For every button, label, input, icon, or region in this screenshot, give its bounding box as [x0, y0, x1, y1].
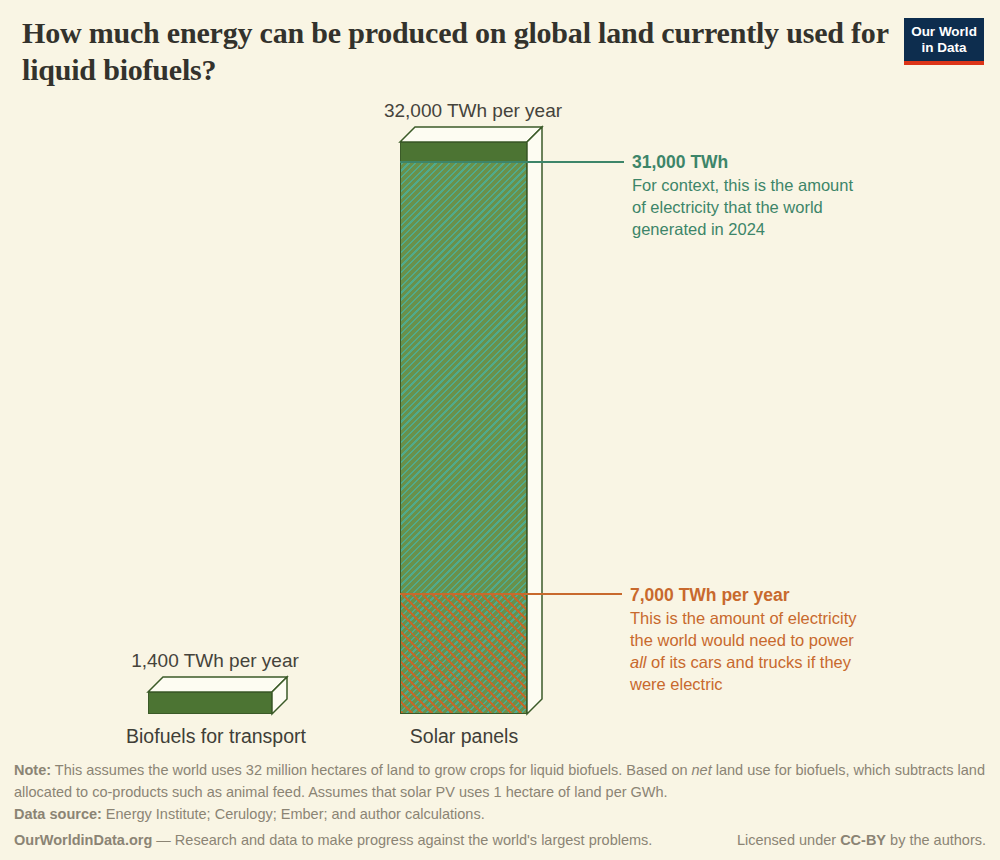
site-tagline: — Research and data to make progress aga… — [152, 832, 652, 848]
note-label: Note: — [14, 762, 51, 778]
solar-category-label: Solar panels — [334, 725, 594, 748]
license-pre: Licensed under — [737, 832, 840, 848]
annotation-cars-value: 7,000 TWh per year — [630, 584, 857, 606]
footer-attribution: OurWorldinData.org — Research and data t… — [14, 830, 986, 852]
reference-line-7000 — [400, 593, 622, 595]
license-post: by the authors. — [886, 832, 986, 848]
biofuels-bar — [148, 692, 272, 714]
footer-left: OurWorldinData.org — Research and data t… — [14, 830, 652, 852]
annotation-electricity-line3: generated in 2024 — [632, 218, 853, 240]
solar-bar-cap-segment — [401, 143, 526, 163]
annotation-cars-line3-rest: of its cars and trucks if they — [647, 653, 852, 671]
data-source-line: Data source: Energy Institute; Cerulogy;… — [14, 804, 986, 826]
note-italic: net — [692, 762, 712, 778]
data-source-text: Energy Institute; Cerulogy; Ember; and a… — [102, 806, 485, 822]
reference-line-31000 — [400, 161, 624, 163]
annotation-electricity-line2: of electricity that the world — [632, 196, 853, 218]
note-text-1: This assumes the world uses 32 million h… — [51, 762, 691, 778]
annotation-cars-line1: This is the amount of electricity — [630, 607, 857, 629]
annotation-cars-line3-italic: all — [630, 653, 647, 671]
chart-page: How much energy can be produced on globa… — [0, 0, 1000, 860]
annotation-electricity-2024: 31,000 TWh For context, this is the amou… — [632, 151, 853, 240]
solar-bar-cars-segment — [401, 595, 526, 713]
annotation-cars-line4: were electric — [630, 673, 857, 695]
annotation-electricity-line1: For context, this is the amount — [632, 174, 853, 196]
biofuels-value-label: 1,400 TWh per year — [85, 650, 345, 672]
biofuels-bar-top-face — [148, 677, 287, 692]
chart-note: Note: This assumes the world uses 32 mil… — [14, 760, 986, 803]
annotation-cars-line3: all of its cars and trucks if they — [630, 651, 857, 673]
solar-value-label: 32,000 TWh per year — [343, 100, 603, 122]
annotation-cars-line2: the world would need to power — [630, 629, 857, 651]
solar-bar — [400, 142, 527, 714]
solar-bar-top-face — [400, 127, 542, 142]
site-name: OurWorldinData.org — [14, 832, 152, 848]
annotation-electricity-value: 31,000 TWh — [632, 151, 853, 173]
biofuels-category-label: Biofuels for transport — [86, 725, 346, 748]
license-text: Licensed under CC-BY by the authors. — [737, 830, 986, 852]
annotation-electric-cars: 7,000 TWh per year This is the amount of… — [630, 584, 857, 695]
solar-bar-electricity-segment — [401, 163, 526, 595]
license-cc-by: CC-BY — [840, 832, 886, 848]
solar-bar-side-face — [527, 127, 542, 714]
data-source-label: Data source: — [14, 806, 102, 822]
